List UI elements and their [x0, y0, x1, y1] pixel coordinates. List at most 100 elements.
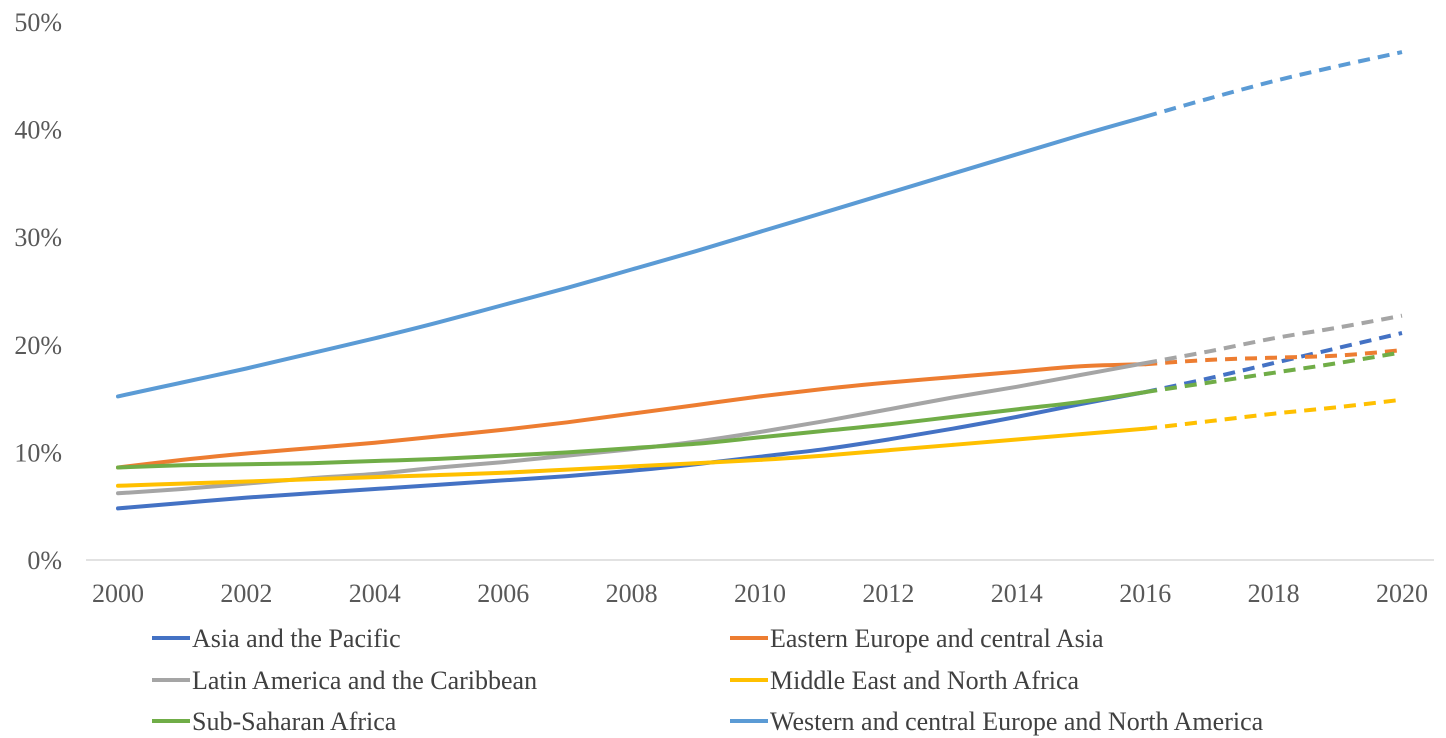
data-point [373, 441, 377, 445]
data-point [1336, 346, 1340, 350]
data-point [1015, 370, 1019, 374]
data-point [1143, 115, 1147, 119]
data-point [758, 435, 762, 439]
data-point [822, 387, 826, 391]
data-point [694, 461, 698, 465]
data-point [1207, 358, 1211, 362]
data-point [1143, 390, 1147, 394]
data-point [1336, 354, 1340, 358]
data-point [1143, 427, 1147, 431]
data-point [437, 457, 441, 461]
data-point [822, 210, 826, 214]
legend-item: Latin America and the Caribbean [152, 666, 537, 695]
series-line-1 [116, 362, 1148, 470]
legend-item: Sub-Saharan Africa [152, 707, 397, 736]
data-point [630, 469, 634, 473]
x-tick-label: 2008 [606, 579, 658, 608]
data-point [630, 446, 634, 450]
data-point [1015, 415, 1019, 419]
series-projection-line-5 [1144, 50, 1403, 119]
data-point [758, 458, 762, 462]
data-point [1400, 331, 1404, 335]
data-point [1272, 356, 1276, 360]
y-axis-tick-labels: 0% 10% 20% 30% 40% 50% [14, 8, 62, 575]
data-point [244, 462, 248, 466]
data-point [116, 506, 120, 510]
data-point [822, 454, 826, 458]
data-point [116, 465, 120, 469]
data-point [437, 320, 441, 324]
series-line-0 [116, 390, 1148, 511]
data-point [951, 396, 955, 400]
data-point [501, 303, 505, 307]
data-point [244, 479, 248, 483]
data-point [565, 474, 569, 478]
data-point [180, 380, 184, 384]
data-point [309, 477, 313, 481]
data-point [437, 483, 441, 487]
data-point [1272, 79, 1276, 83]
data-point [1272, 412, 1276, 416]
data-point [951, 172, 955, 176]
x-tick-label: 2002 [220, 579, 272, 608]
data-point [565, 420, 569, 424]
data-point [501, 428, 505, 432]
data-point [116, 491, 120, 495]
data-point [886, 437, 890, 441]
data-point [565, 286, 569, 290]
legend-label: Latin America and the Caribbean [192, 666, 537, 695]
data-point [437, 465, 441, 469]
series-projection-line-4 [1144, 350, 1403, 395]
data-point [1272, 361, 1276, 365]
data-point [1400, 398, 1404, 402]
data-point [309, 461, 313, 465]
data-point [886, 191, 890, 195]
data-point [1207, 376, 1211, 380]
data-point [758, 430, 762, 434]
data-point [1079, 432, 1083, 436]
data-point [822, 447, 826, 451]
series-projection-line-0 [1144, 331, 1403, 395]
x-axis-tick-labels: 2000 2002 2004 2006 2008 2010 2012 2014 2016 2018… [92, 579, 1428, 608]
data-point [501, 478, 505, 482]
legend-item: Middle East and North Africa [730, 666, 1079, 695]
legend-item: Western and central Europe and North Ame… [730, 707, 1264, 736]
data-point [951, 443, 955, 447]
data-point [1336, 405, 1340, 409]
y-tick-label: 20% [14, 331, 62, 360]
data-point [309, 351, 313, 355]
series-line-4 [116, 390, 1148, 470]
legend: Asia and the Pacific Eastern Europe and c… [152, 624, 1264, 736]
data-point [886, 380, 890, 384]
data-point [244, 366, 248, 370]
series-projection-line-3 [1144, 397, 1403, 431]
series-line-2 [116, 361, 1148, 496]
data-point [501, 460, 505, 464]
data-point [1143, 361, 1147, 365]
legend-label: Eastern Europe and central Asia [770, 624, 1104, 653]
data-point [1400, 350, 1404, 354]
data-point [694, 249, 698, 253]
y-tick-label: 40% [14, 116, 62, 145]
data-point [630, 464, 634, 468]
data-point [886, 422, 890, 426]
x-tick-label: 2006 [477, 579, 529, 608]
data-point [951, 427, 955, 431]
data-point [694, 442, 698, 446]
data-point [565, 468, 569, 472]
data-point [309, 446, 313, 450]
data-point [373, 475, 377, 479]
data-point [1207, 419, 1211, 423]
legend-label: Western and central Europe and North Ame… [770, 707, 1264, 736]
data-point [1400, 50, 1404, 54]
data-point [373, 459, 377, 463]
data-point [1079, 364, 1083, 368]
data-point [1015, 407, 1019, 411]
data-point [694, 403, 698, 407]
data-point [630, 267, 634, 271]
data-point [822, 429, 826, 433]
data-point [1015, 152, 1019, 156]
data-point [501, 471, 505, 475]
data-point [951, 375, 955, 379]
data-point [116, 394, 120, 398]
